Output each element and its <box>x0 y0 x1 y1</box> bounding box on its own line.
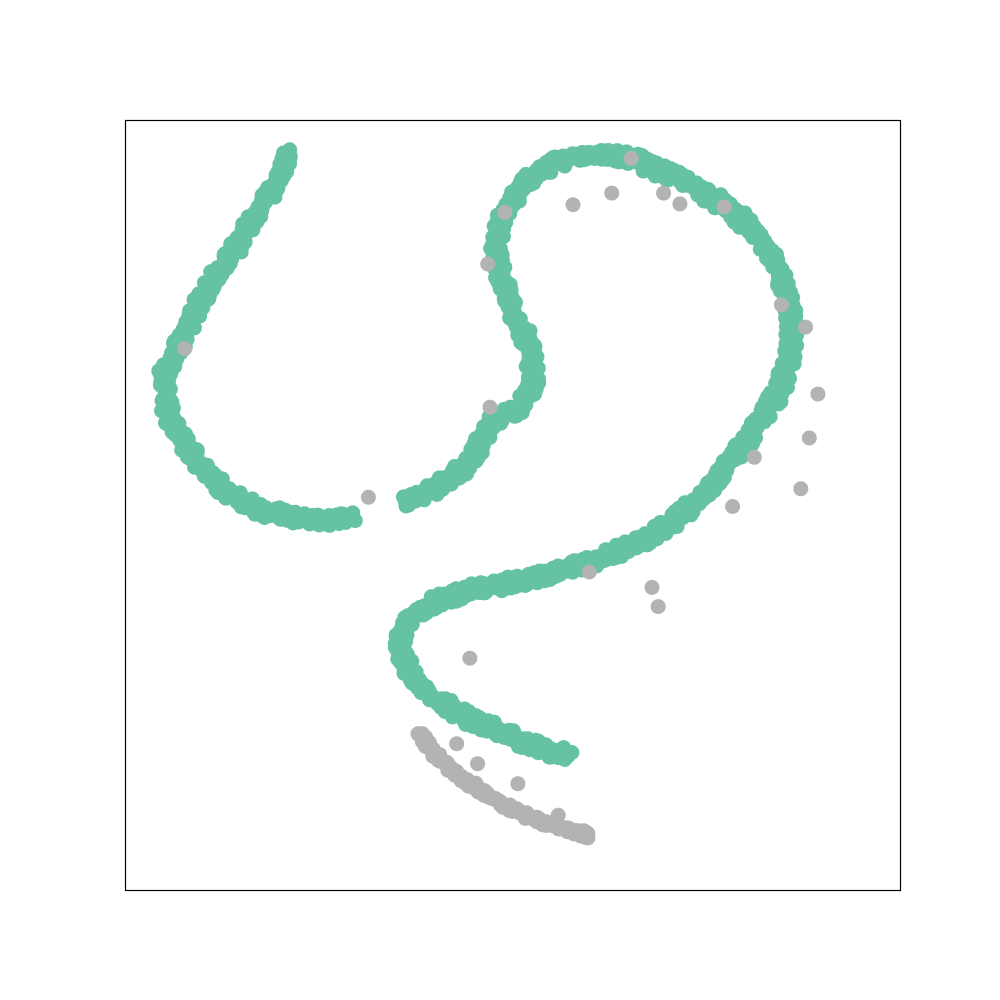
scatter-point-gray <box>746 449 762 465</box>
scatter-point-gray <box>177 341 193 357</box>
scatter-point-gray <box>482 399 498 415</box>
scatter-point-gray <box>656 185 672 201</box>
scatter-point-gray <box>810 386 826 402</box>
scatter-point-gray <box>360 489 376 505</box>
scatter-point-gray <box>716 199 732 215</box>
scatter-point-gray <box>480 256 496 272</box>
scatter-point-gray <box>604 185 620 201</box>
plot-frame <box>124 119 902 892</box>
scatter-point-gray <box>623 151 639 166</box>
scatter-point-gray <box>576 823 592 839</box>
series-gray-overlay-points <box>177 151 826 846</box>
scatter-point-gray <box>449 736 465 752</box>
scatter-point-gray <box>413 726 429 742</box>
scatter-point-gray <box>793 481 809 497</box>
scatter-point-gray <box>497 204 513 220</box>
scatter-point-gray <box>672 196 688 212</box>
scatter-point-gray <box>725 499 741 514</box>
scatter-point-gray <box>798 319 813 335</box>
scatter-point-gray <box>581 564 597 580</box>
scatter-point-gray <box>550 807 566 823</box>
scatter-point-gray <box>650 599 666 615</box>
scatter-point-gray <box>510 776 526 792</box>
scatter-point-gray <box>801 430 817 446</box>
scatter-point-gray <box>470 756 486 772</box>
scatter-point-green <box>347 513 363 529</box>
scatter-point-gray <box>773 297 789 313</box>
scatter-point-gray <box>462 650 478 666</box>
scatter-point-green <box>557 751 573 767</box>
scatter-point-gray <box>644 579 660 595</box>
series-green-points <box>151 142 805 767</box>
scatter-point-gray <box>565 197 581 213</box>
